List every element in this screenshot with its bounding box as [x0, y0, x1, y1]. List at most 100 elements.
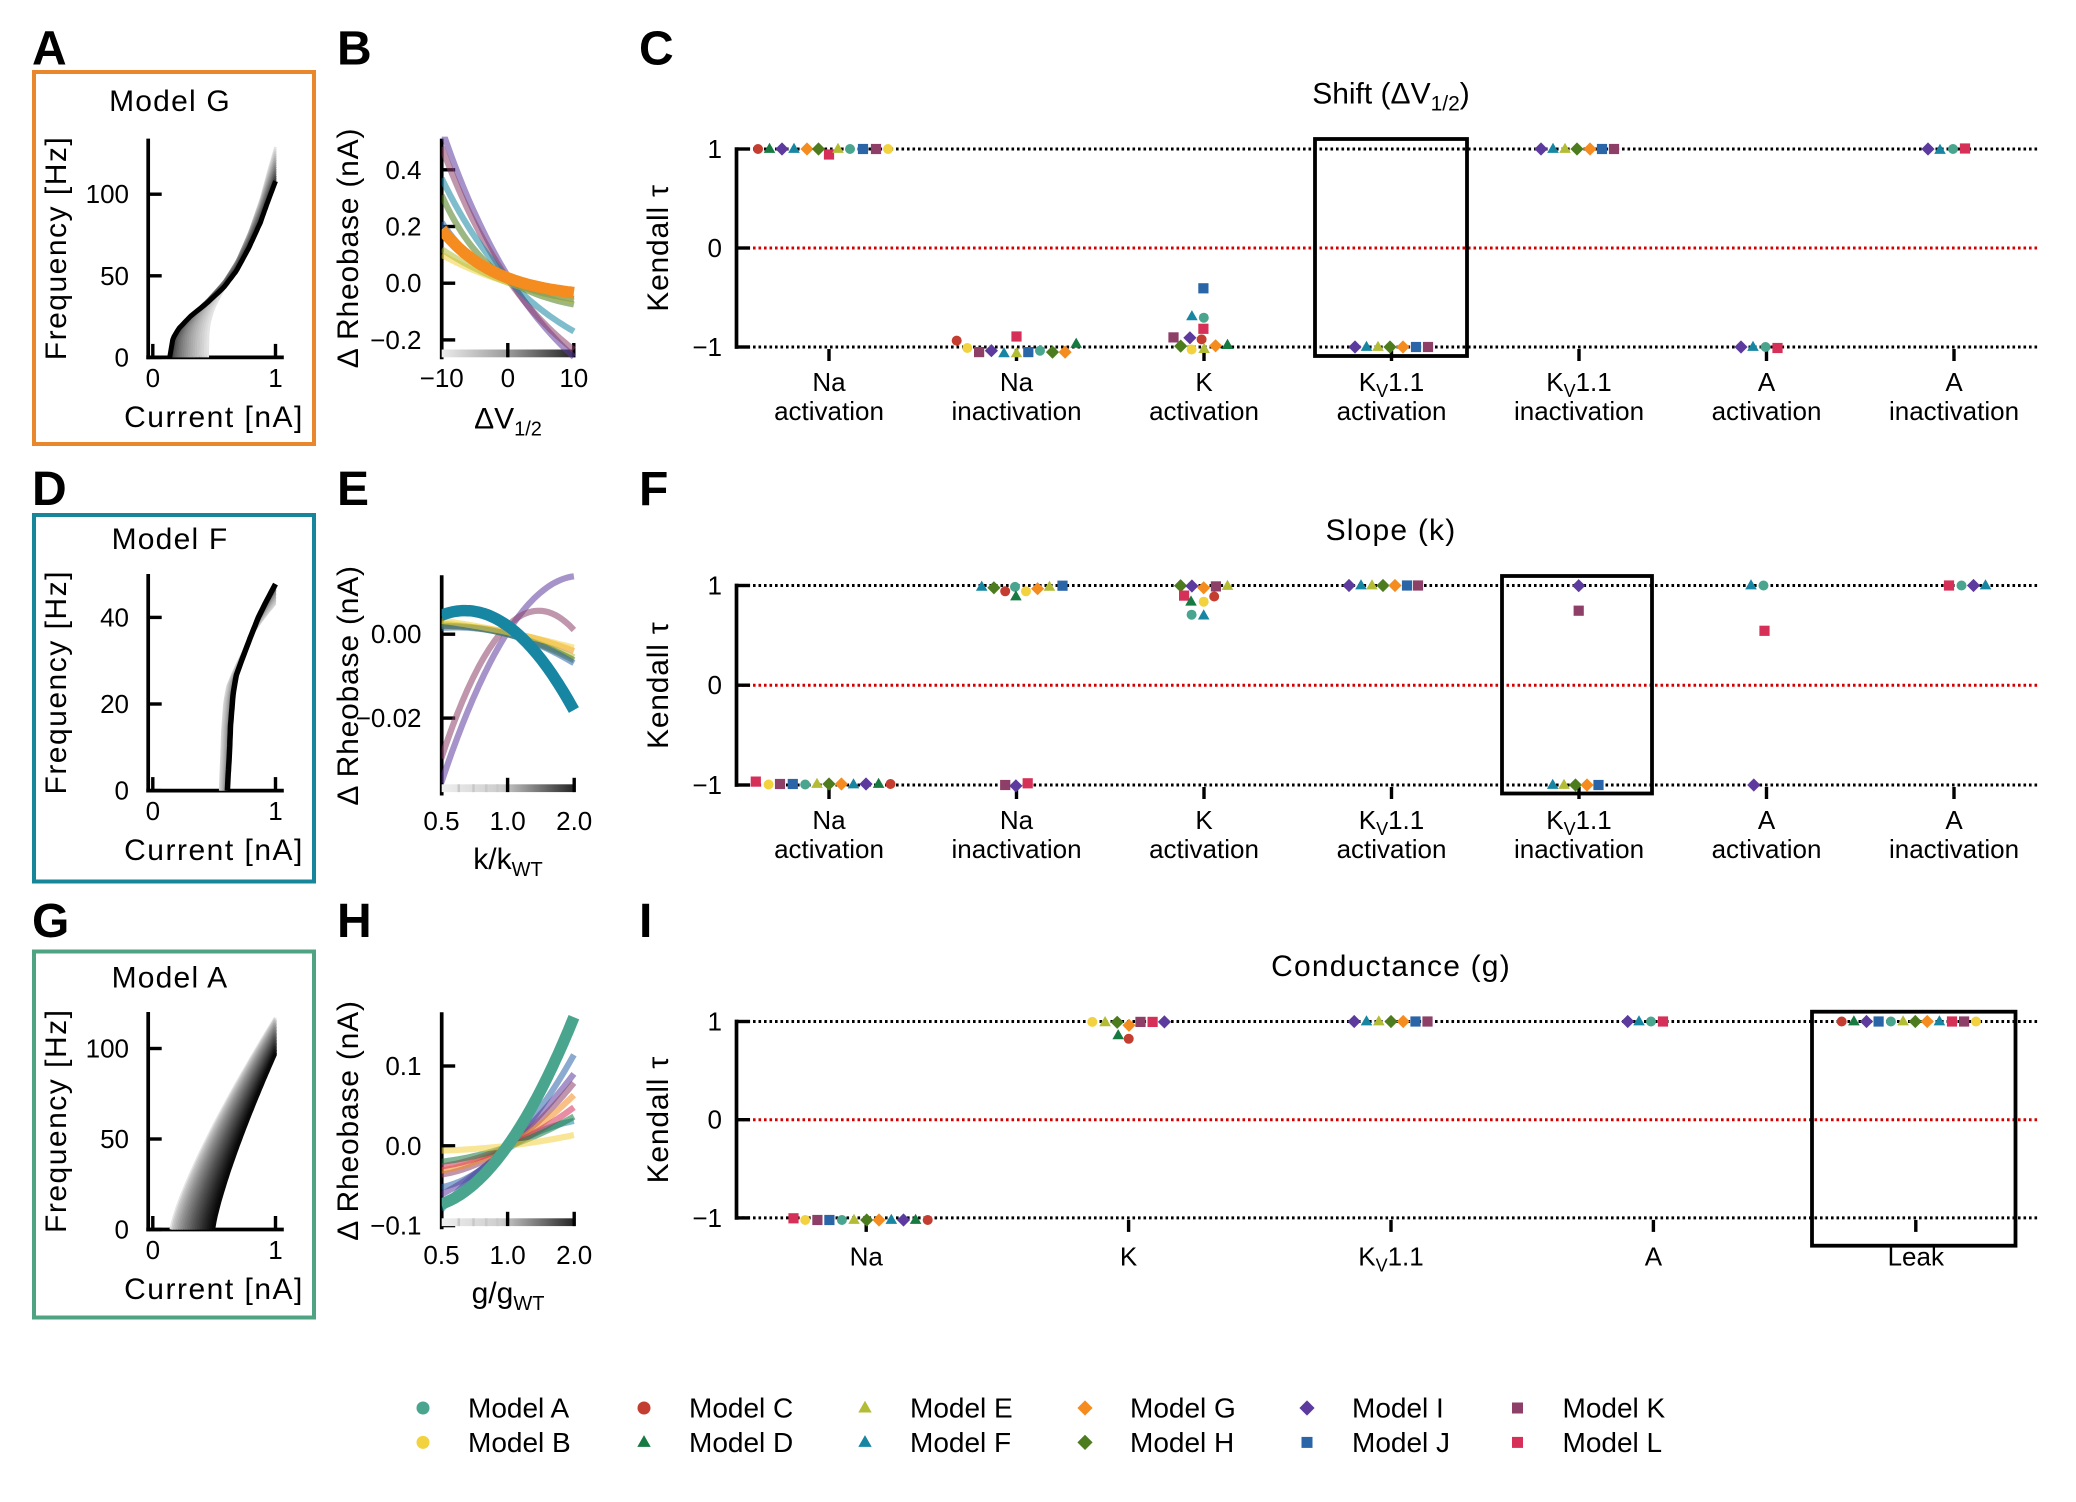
svg-text:activation: activation [1337, 834, 1447, 864]
svg-text:−0.2: −0.2 [370, 325, 421, 355]
svg-text:2.0: 2.0 [556, 1240, 592, 1270]
svg-text:Model C: Model C [689, 1393, 793, 1424]
svg-text:1: 1 [708, 134, 722, 164]
svg-text:KV1.1: KV1.1 [1546, 367, 1612, 401]
svg-text:0.4: 0.4 [385, 155, 421, 185]
svg-text:K: K [1195, 805, 1213, 835]
svg-text:Model F: Model F [112, 523, 229, 556]
svg-text:0: 0 [115, 1215, 129, 1245]
svg-text:Kendall τ: Kendall τ [642, 184, 675, 311]
svg-text:K: K [1195, 367, 1213, 397]
svg-text:0: 0 [146, 796, 160, 826]
svg-text:0: 0 [708, 1105, 722, 1135]
svg-text:activation: activation [1712, 834, 1822, 864]
svg-text:Model L: Model L [1563, 1427, 1663, 1458]
svg-text:0.0: 0.0 [385, 1131, 421, 1161]
svg-text:Model A: Model A [468, 1393, 569, 1424]
svg-text:0.5: 0.5 [423, 1240, 459, 1270]
svg-text:inactivation: inactivation [951, 396, 1081, 426]
svg-text:Current [nA]: Current [nA] [124, 834, 304, 867]
svg-text:activation: activation [1337, 396, 1447, 426]
svg-text:Model D: Model D [689, 1427, 793, 1458]
svg-text:0.1: 0.1 [385, 1051, 421, 1081]
svg-text:inactivation: inactivation [1514, 834, 1644, 864]
svg-text:Model J: Model J [1352, 1427, 1450, 1458]
svg-text:Na: Na [1000, 367, 1034, 397]
svg-text:0.5: 0.5 [423, 806, 459, 836]
svg-text:D: D [32, 463, 67, 516]
svg-text:Model B: Model B [468, 1427, 571, 1458]
svg-text:Model A: Model A [112, 961, 229, 994]
svg-text:Model H: Model H [1130, 1427, 1234, 1458]
svg-text:40: 40 [100, 602, 129, 632]
svg-text:1.0: 1.0 [490, 1240, 526, 1270]
svg-text:Slope (k): Slope (k) [1326, 514, 1457, 547]
svg-text:Δ Rheobase (nA): Δ Rheobase (nA) [332, 565, 365, 806]
svg-text:B: B [337, 23, 372, 76]
svg-text:Na: Na [812, 805, 846, 835]
svg-text:F: F [639, 463, 668, 516]
svg-text:0: 0 [708, 233, 722, 263]
svg-text:inactivation: inactivation [1889, 396, 2019, 426]
svg-text:Kendall τ: Kendall τ [642, 622, 675, 749]
svg-text:inactivation: inactivation [951, 834, 1081, 864]
svg-text:Model I: Model I [1352, 1393, 1444, 1424]
svg-text:1: 1 [268, 1235, 282, 1265]
svg-text:1: 1 [708, 571, 722, 601]
svg-text:E: E [337, 463, 369, 516]
svg-text:1: 1 [268, 796, 282, 826]
svg-text:activation: activation [774, 396, 884, 426]
svg-text:1: 1 [708, 1007, 722, 1037]
svg-text:0: 0 [115, 342, 129, 372]
svg-text:0: 0 [115, 776, 129, 806]
svg-text:Model G: Model G [109, 85, 231, 118]
svg-text:Na: Na [812, 367, 846, 397]
svg-text:Model F: Model F [910, 1427, 1011, 1458]
svg-text:Model E: Model E [910, 1393, 1013, 1424]
svg-text:50: 50 [100, 261, 129, 291]
svg-text:activation: activation [1712, 396, 1822, 426]
svg-text:A: A [1645, 1241, 1663, 1271]
svg-text:100: 100 [86, 1034, 129, 1064]
svg-text:0: 0 [146, 363, 160, 393]
svg-text:−10: −10 [420, 363, 464, 393]
svg-text:KV1.1: KV1.1 [1359, 805, 1425, 839]
svg-text:activation: activation [1149, 834, 1259, 864]
svg-text:A: A [1758, 367, 1776, 397]
svg-text:−0.1: −0.1 [370, 1211, 421, 1241]
svg-text:KV1.1: KV1.1 [1546, 805, 1612, 839]
svg-text:A: A [1945, 805, 1963, 835]
svg-text:inactivation: inactivation [1514, 396, 1644, 426]
svg-text:Frequency [Hz]: Frequency [Hz] [40, 570, 73, 794]
svg-text:K: K [1120, 1241, 1138, 1271]
svg-text:Frequency [Hz]: Frequency [Hz] [40, 1009, 73, 1233]
svg-text:2.0: 2.0 [556, 806, 592, 836]
svg-text:1.0: 1.0 [490, 806, 526, 836]
svg-text:−1: −1 [692, 770, 722, 800]
svg-text:−1: −1 [692, 1203, 722, 1233]
svg-text:A: A [32, 23, 67, 76]
svg-text:−1: −1 [692, 332, 722, 362]
svg-text:I: I [639, 895, 652, 948]
svg-text:G: G [32, 895, 69, 948]
svg-text:100: 100 [86, 179, 129, 209]
svg-text:Model K: Model K [1563, 1393, 1666, 1424]
svg-text:Model G: Model G [1130, 1393, 1236, 1424]
svg-text:10: 10 [559, 363, 588, 393]
svg-text:A: A [1945, 367, 1963, 397]
svg-text:Kendall τ: Kendall τ [642, 1056, 675, 1183]
svg-text:Current [nA]: Current [nA] [124, 1273, 304, 1306]
svg-text:Conductance (g): Conductance (g) [1271, 950, 1511, 983]
svg-text:Na: Na [1000, 805, 1034, 835]
svg-text:1: 1 [268, 363, 282, 393]
svg-text:20: 20 [100, 689, 129, 719]
svg-text:H: H [337, 895, 372, 948]
svg-text:Na: Na [850, 1241, 884, 1271]
svg-text:k/kWT: k/kWT [473, 843, 542, 881]
svg-text:0.2: 0.2 [385, 212, 421, 242]
svg-text:activation: activation [774, 834, 884, 864]
svg-text:0: 0 [708, 670, 722, 700]
svg-text:50: 50 [100, 1124, 129, 1154]
svg-text:KV1.1: KV1.1 [1358, 1241, 1424, 1275]
svg-text:Frequency [Hz]: Frequency [Hz] [40, 136, 73, 360]
